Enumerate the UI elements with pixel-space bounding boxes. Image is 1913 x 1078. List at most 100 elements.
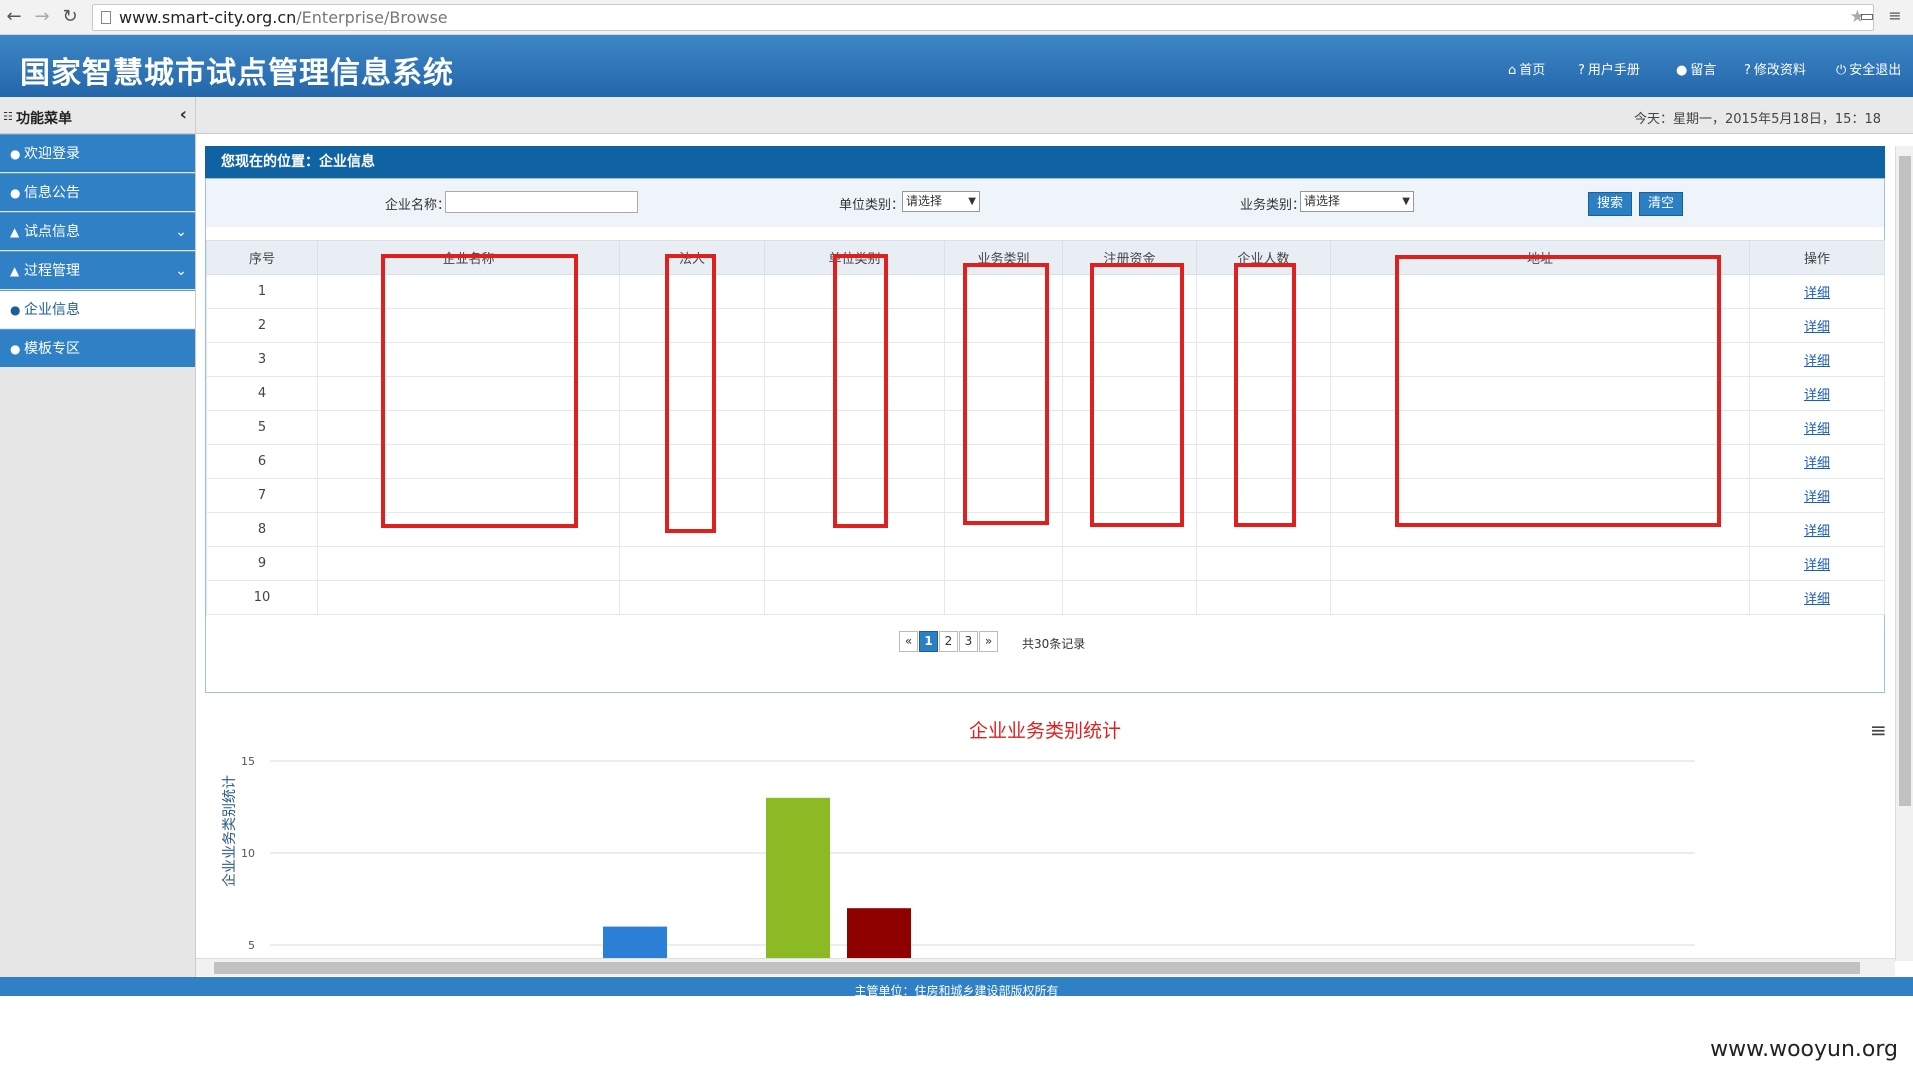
- detail-link[interactable]: 详细: [1749, 410, 1885, 445]
- enterprise-name-input[interactable]: [445, 191, 638, 213]
- bookmark-star-icon[interactable]: ★: [1849, 7, 1865, 27]
- enterprise-panel: 企业名称： 单位类别： 请选择 ▼ 业务类别： 请选择 ▼ 搜索 清空 序号 企业名称…: [205, 178, 1885, 693]
- home-link[interactable]: ⌂ 首页: [1508, 59, 1545, 78]
- detail-link[interactable]: 详细: [1749, 546, 1885, 581]
- chart-menu-icon[interactable]: ≡: [1870, 718, 1887, 742]
- reload-icon[interactable]: ↻: [62, 6, 78, 27]
- chevron-down-icon: ⌄: [175, 263, 187, 279]
- table-cell: [764, 274, 945, 309]
- prev-page-button[interactable]: «: [899, 631, 918, 652]
- sidebar-item-pilot[interactable]: ▲ 试点信息 ⌄: [0, 212, 195, 250]
- page-1-button[interactable]: 1: [919, 631, 938, 652]
- horizontal-scroll-thumb[interactable]: [214, 962, 1860, 974]
- edit-profile-link[interactable]: ? 修改资料: [1744, 59, 1806, 78]
- manual-link[interactable]: ? 用户手册: [1578, 59, 1640, 78]
- table-cell: [944, 512, 1063, 547]
- sidebar-item-label: 欢迎登录: [24, 146, 80, 162]
- address-bar[interactable]: www.smart-city.org.cn/Enterprise/Browse …: [92, 4, 1874, 31]
- sidebar-item-process[interactable]: ▲ 过程管理 ⌄: [0, 251, 195, 289]
- detail-link[interactable]: 详细: [1749, 308, 1885, 343]
- biz-type-select[interactable]: 请选择 ▼: [1300, 191, 1414, 212]
- table-cell: [1062, 444, 1197, 479]
- detail-link[interactable]: 详细: [1749, 376, 1885, 411]
- table-cell: [317, 376, 620, 411]
- cast-icon[interactable]: ▭: [1859, 6, 1875, 25]
- app-title: 国家智慧城市试点管理信息系统: [20, 56, 454, 91]
- page-icon: [101, 11, 111, 24]
- detail-link[interactable]: 详细: [1749, 512, 1885, 547]
- browser-toolbar: ← → ↻ www.smart-city.org.cn/Enterprise/B…: [0, 0, 1913, 35]
- message-icon: ●: [1676, 63, 1688, 78]
- next-page-button[interactable]: »: [979, 631, 998, 652]
- url-path: /Enterprise/Browse: [296, 8, 448, 27]
- y-tick-label: 5: [248, 939, 255, 952]
- row-number: 7: [206, 478, 318, 513]
- table-cell: [1196, 274, 1331, 309]
- table-cell: [1062, 342, 1197, 377]
- arrow-right-icon[interactable]: →: [34, 6, 50, 27]
- row-number: 3: [206, 342, 318, 377]
- chart-svg: 15 10 5 企业业务类别统计: [221, 755, 1695, 958]
- table-cell: [317, 580, 620, 615]
- message-link[interactable]: ● 留言: [1676, 59, 1716, 78]
- table-cell: [619, 580, 765, 615]
- table-cell: [1062, 274, 1197, 309]
- table-cell: [1330, 580, 1750, 615]
- chart-bar[interactable]: [603, 926, 667, 958]
- table-cell: [764, 410, 945, 445]
- horizontal-scrollbar[interactable]: [196, 958, 1895, 976]
- table-cell: [1062, 546, 1197, 581]
- vertical-scrollbar[interactable]: [1895, 146, 1913, 961]
- sidebar-item-label: 信息公告: [24, 185, 80, 201]
- search-button[interactable]: 搜索: [1588, 192, 1632, 216]
- table-cell: [619, 376, 765, 411]
- url-host: www.smart-city.org.cn: [119, 8, 297, 27]
- chart-bar[interactable]: [847, 908, 911, 958]
- detail-link[interactable]: 详细: [1749, 478, 1885, 513]
- message-link-label: 留言: [1690, 63, 1717, 78]
- page-2-button[interactable]: 2: [939, 631, 958, 652]
- table-cell: [944, 580, 1063, 615]
- row-number: 4: [206, 376, 318, 411]
- table-cell: [764, 342, 945, 377]
- table-cell: [619, 410, 765, 445]
- page-3-button[interactable]: 3: [959, 631, 978, 652]
- detail-link[interactable]: 详细: [1749, 274, 1885, 309]
- menu-icon[interactable]: ≡: [1888, 6, 1902, 25]
- table-cell: [944, 444, 1063, 479]
- table-body: 1 详细 2 详细 3 详细 4 详细 5 详细 6 详细 7 详细 8 详细 9 详细 10 详细: [206, 274, 1885, 615]
- table-cell: [317, 410, 620, 445]
- table-cell: [1196, 546, 1331, 581]
- table-cell: [619, 546, 765, 581]
- arrow-left-icon[interactable]: ←: [6, 6, 22, 27]
- sidebar-item-notice[interactable]: ● 信息公告: [0, 173, 195, 211]
- sidebar-item-enterprise[interactable]: ● 企业信息: [0, 290, 195, 328]
- detail-link[interactable]: 详细: [1749, 444, 1885, 479]
- today-date: 今天：星期一，2015年5月18日，15：18: [1634, 112, 1881, 127]
- sidebar-item-templates[interactable]: ● 模板专区: [0, 329, 195, 367]
- unit-type-value: 请选择: [906, 194, 943, 208]
- dropdown-arrow-icon: ▼: [968, 196, 976, 207]
- sidebar-item-welcome[interactable]: ● 欢迎登录: [0, 134, 195, 172]
- row-number: 6: [206, 444, 318, 479]
- chart-bar[interactable]: [766, 797, 830, 958]
- collapse-menu-icon[interactable]: ‹: [179, 104, 187, 125]
- clear-button[interactable]: 清空: [1639, 192, 1683, 216]
- table-cell: [764, 580, 945, 615]
- detail-link[interactable]: 详细: [1749, 580, 1885, 615]
- menu-title: 功能菜单: [16, 111, 72, 127]
- table-cell: [619, 478, 765, 513]
- detail-link[interactable]: 详细: [1749, 342, 1885, 377]
- table-cell: [317, 274, 620, 309]
- bell-icon: ▲: [10, 225, 20, 239]
- unit-type-label: 单位类别：: [839, 198, 905, 213]
- edit-profile-link-label: 修改资料: [1753, 63, 1806, 78]
- unit-type-select[interactable]: 请选择 ▼: [902, 191, 980, 212]
- logout-link[interactable]: ⏻ 安全退出: [1836, 59, 1901, 78]
- table-row: 3 详细: [206, 342, 1885, 377]
- row-number: 10: [206, 580, 318, 615]
- table-cell: [944, 410, 1063, 445]
- vertical-scroll-thumb[interactable]: [1899, 156, 1911, 806]
- column-header: 序号: [206, 240, 318, 275]
- table-cell: [1196, 580, 1331, 615]
